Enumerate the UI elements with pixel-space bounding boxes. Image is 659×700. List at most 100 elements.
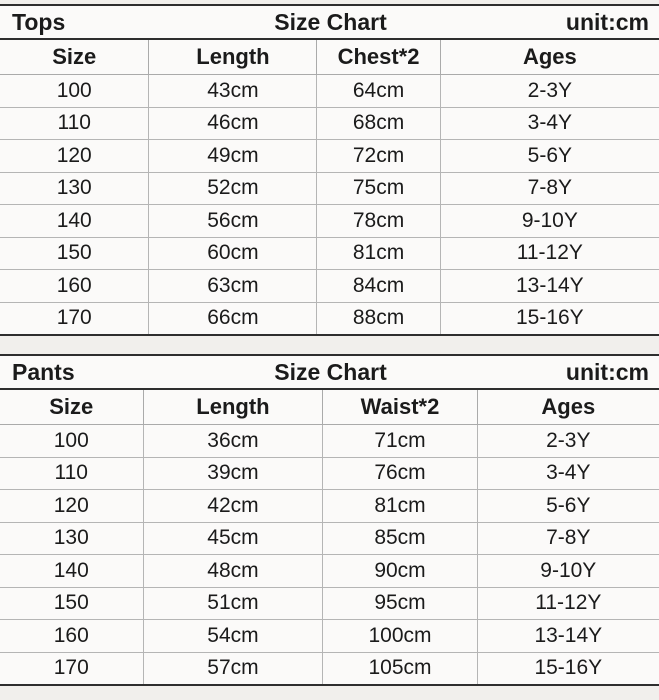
tops-column-header-size: Size (0, 39, 150, 75)
pants-column-header-size: Size (0, 389, 144, 425)
cell-size: 150 (0, 236, 150, 270)
cell-size: 160 (0, 269, 150, 302)
cell-waist: 71cm (322, 424, 478, 457)
cell-size: 170 (0, 301, 150, 335)
cell-chest: 88cm (316, 301, 441, 335)
cell-size: 140 (0, 554, 144, 587)
cell-length: 42cm (143, 489, 324, 522)
tops-table-row: 100 43cm 64cm 2-3Y (0, 74, 659, 107)
cell-ages: 15-16Y (477, 651, 659, 685)
cell-ages: 5-6Y (440, 139, 659, 172)
pants-table-row: 110 39cm 76cm 3-4Y (0, 456, 659, 490)
cell-waist: 81cm (322, 489, 478, 522)
cell-length: 66cm (148, 301, 318, 335)
pants-table-row: 160 54cm 100cm 13-14Y (0, 619, 659, 652)
cell-waist: 100cm (322, 619, 478, 652)
cell-chest: 78cm (316, 204, 441, 237)
pants-unit-label: unit:cm (565, 358, 649, 385)
pants-table-row: 150 51cm 95cm 11-12Y (0, 586, 659, 620)
tops-table-row: 140 56cm 78cm 9-10Y (0, 204, 659, 237)
cell-length: 51cm (143, 586, 324, 620)
tops-table-row: 110 46cm 68cm 3-4Y (0, 106, 659, 140)
cell-ages: 13-14Y (477, 619, 659, 652)
cell-size: 100 (0, 74, 150, 107)
cell-length: 52cm (148, 171, 318, 205)
cell-size: 130 (0, 171, 150, 205)
cell-length: 48cm (143, 554, 324, 587)
tops-column-header-length: Length (148, 39, 318, 75)
cell-length: 36cm (143, 424, 324, 457)
cell-length: 54cm (143, 619, 324, 652)
cell-waist: 95cm (322, 586, 478, 620)
cell-waist: 76cm (322, 456, 478, 490)
tops-unit-label: unit:cm (565, 8, 649, 35)
pants-column-header-waist: Waist*2 (322, 389, 478, 425)
cell-ages: 5-6Y (477, 489, 659, 522)
tops-size-chart-table: Tops Size Chart unit:cm Size Length Ches… (0, 4, 659, 336)
cell-length: 63cm (148, 269, 318, 302)
tops-table-row: 150 60cm 81cm 11-12Y (0, 236, 659, 270)
tops-size-chart-title: Size Chart (274, 8, 387, 35)
cell-size: 140 (0, 204, 150, 237)
cell-chest: 64cm (316, 74, 441, 107)
cell-chest: 68cm (316, 106, 441, 140)
pants-table-row: 130 45cm 85cm 7-8Y (0, 521, 659, 555)
pants-table-row: 140 48cm 90cm 9-10Y (0, 554, 659, 587)
cell-size: 120 (0, 489, 144, 522)
tops-label: Tops (12, 8, 66, 35)
cell-ages: 2-3Y (546, 428, 591, 452)
cell-size: 110 (0, 456, 144, 490)
cell-length: 39cm (143, 456, 324, 490)
tops-table-row: 170 66cm 88cm 15-16Y (0, 301, 659, 335)
pants-size-chart-title: Size Chart (274, 358, 387, 385)
cell-ages: 7-8Y (477, 521, 659, 555)
cell-chest: 84cm (316, 269, 441, 302)
cell-chest: 72cm (316, 139, 441, 172)
cell-length: 43cm (148, 74, 318, 107)
pants-label: Pants (12, 358, 75, 385)
cell-size: 110 (0, 106, 150, 140)
pants-size-chart-table: Pants Size Chart unit:cm Size Length Wai… (0, 354, 659, 686)
tops-column-header-ages: Ages (440, 39, 659, 75)
cell-waist: 85cm (322, 521, 478, 555)
cell-ages: 9-10Y (477, 554, 659, 587)
cell-length: 45cm (143, 521, 324, 555)
cell-ages: 11-12Y (440, 236, 659, 270)
tops-column-header-chest: Chest*2 (316, 39, 441, 75)
cell-length: 57cm (143, 651, 324, 685)
cell-ages: 7-8Y (440, 171, 659, 205)
cell-size: 150 (0, 586, 144, 620)
cell-ages: 11-12Y (477, 586, 659, 620)
tops-title-row: Tops Size Chart unit:cm (0, 4, 659, 40)
cell-ages: 3-4Y (440, 106, 659, 140)
tops-table-row: 160 63cm 84cm 13-14Y (0, 269, 659, 302)
cell-size: 160 (0, 619, 144, 652)
pants-table-row: 100 36cm 71cm 2-3Y (0, 424, 659, 457)
pants-column-header-ages: Ages (477, 389, 659, 425)
cell-size: 170 (0, 651, 144, 685)
pants-table-row: 170 57cm 105cm 15-16Y (0, 651, 659, 685)
cell-waist: 105cm (322, 651, 478, 685)
pants-column-header-length: Length (143, 389, 324, 425)
cell-chest: 75cm (316, 171, 441, 205)
cell-size: 100 (0, 424, 144, 457)
pants-title-row: Pants Size Chart unit:cm (0, 354, 659, 390)
cell-length: 56cm (148, 204, 318, 237)
tops-header-row: Size Length Chest*2 Ages (0, 39, 659, 75)
cell-size: 130 (0, 521, 144, 555)
cell-ages: 15-16Y (440, 301, 659, 335)
cell-ages: 3-4Y (477, 456, 659, 490)
cell-length: 46cm (148, 106, 318, 140)
cell-chest: 81cm (316, 236, 441, 270)
cell-length: 49cm (148, 139, 318, 172)
tops-table-row: 130 52cm 75cm 7-8Y (0, 171, 659, 205)
tops-table-row: 120 49cm 72cm 5-6Y (0, 139, 659, 172)
pants-header-row: Size Length Waist*2 Ages (0, 389, 659, 425)
cell-ages: 13-14Y (440, 269, 659, 302)
cell-ages: 2-3Y (527, 78, 573, 102)
pants-table-row: 120 42cm 81cm 5-6Y (0, 489, 659, 522)
cell-waist: 90cm (322, 554, 478, 587)
cell-ages: 9-10Y (440, 204, 659, 237)
cell-length: 60cm (148, 236, 318, 270)
cell-size: 120 (0, 139, 150, 172)
